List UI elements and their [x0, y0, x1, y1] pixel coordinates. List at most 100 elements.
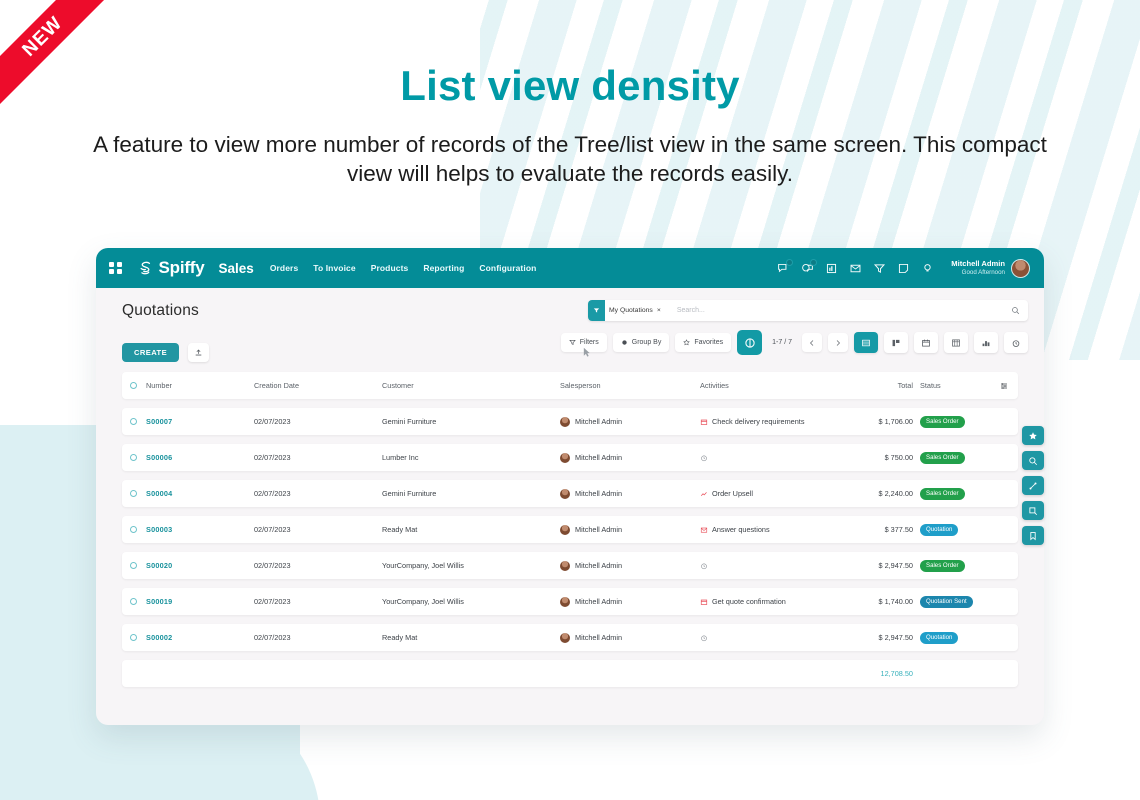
column-settings-icon[interactable]	[992, 382, 1008, 390]
status-badge: Quotation Sent	[920, 595, 973, 608]
column-header-status[interactable]: Status	[920, 381, 941, 390]
status-badge: Quotation	[920, 631, 959, 644]
salesperson-avatar	[560, 416, 570, 427]
menu-item-configuration[interactable]: Configuration	[479, 263, 537, 273]
table-row[interactable]: S00003 02/07/2023 Ready Mat Mitchell Adm…	[122, 516, 1018, 543]
column-header-activities[interactable]: Activities	[700, 381, 729, 390]
salesperson-name: Mitchell Admin	[575, 453, 623, 462]
density-toggle-button[interactable]	[737, 330, 763, 355]
view-list-button[interactable]	[854, 332, 878, 353]
expand-icon[interactable]	[1022, 476, 1044, 495]
row-checkbox[interactable]	[130, 526, 146, 533]
funnel-icon[interactable]	[873, 262, 886, 275]
activity-label: Get quote confirmation	[712, 597, 786, 606]
clock-icon	[701, 563, 707, 569]
cell-date: 02/07/2023	[254, 453, 291, 462]
column-header-creation-date[interactable]: Creation Date	[254, 381, 300, 390]
row-checkbox[interactable]	[130, 634, 146, 641]
view-calendar-button[interactable]	[914, 332, 938, 353]
table-row[interactable]: S00002 02/07/2023 Ready Mat Mitchell Adm…	[122, 624, 1018, 651]
salesperson-name: Mitchell Admin	[575, 525, 623, 534]
cell-date: 02/07/2023	[254, 525, 291, 534]
cell-number[interactable]: S00002	[146, 633, 173, 642]
cell-number[interactable]: S00020	[146, 561, 173, 570]
favorites-button[interactable]: Favorites	[675, 333, 732, 352]
row-checkbox[interactable]	[130, 562, 146, 569]
records-table: Number Creation Date Customer Salesperso…	[96, 362, 1044, 687]
lightbulb-icon[interactable]	[921, 262, 934, 275]
table-row[interactable]: S00020 02/07/2023 YourCompany, Joel Will…	[122, 552, 1018, 579]
brand-logo[interactable]: Spiffy	[136, 258, 205, 278]
row-checkbox[interactable]	[130, 418, 146, 425]
cell-activity[interactable]	[700, 562, 842, 570]
search-icon[interactable]	[1011, 302, 1020, 320]
cell-number[interactable]: S00006	[146, 453, 173, 462]
table-row[interactable]: S00006 02/07/2023 Lumber Inc Mitchell Ad…	[122, 444, 1018, 471]
app-name[interactable]: Sales	[218, 260, 254, 276]
row-checkbox[interactable]	[130, 490, 146, 497]
activity-label: Check delivery requirements	[712, 417, 805, 426]
table-row[interactable]: S00004 02/07/2023 Gemini Furniture Mitch…	[122, 480, 1018, 507]
mail-icon[interactable]	[849, 262, 862, 275]
status-badge: Sales Order	[920, 559, 965, 572]
menu-item-to-invoice[interactable]: To Invoice	[313, 263, 356, 273]
create-button[interactable]: CREATE	[122, 343, 180, 362]
status-badge: Sales Order	[920, 451, 965, 464]
sticky-note-icon[interactable]	[897, 262, 910, 275]
discuss-icon[interactable]	[801, 258, 818, 275]
cell-number[interactable]: S00003	[146, 525, 173, 534]
search-facet[interactable]: My Quotations ×	[588, 300, 667, 321]
facet-remove-icon[interactable]: ×	[656, 307, 661, 314]
select-all-checkbox[interactable]	[130, 382, 146, 389]
cell-activity[interactable]	[700, 454, 842, 462]
page-subtitle: A feature to view more number of records…	[93, 132, 1047, 186]
cell-number[interactable]: S00007	[146, 417, 173, 426]
cell-activity[interactable]: Order Upsell	[700, 489, 842, 498]
view-graph-button[interactable]	[974, 332, 998, 353]
search-bar[interactable]: My Quotations × Search...	[588, 300, 1028, 321]
view-activity-button[interactable]	[1004, 332, 1028, 353]
status-badge: Sales Order	[920, 415, 965, 428]
cell-activity[interactable]: Answer questions	[700, 525, 842, 534]
table-row[interactable]: S00019 02/07/2023 YourCompany, Joel Will…	[122, 588, 1018, 615]
favorites-icon[interactable]	[1022, 426, 1044, 445]
salesperson-avatar	[560, 524, 570, 535]
bookmark-icon[interactable]	[1022, 526, 1044, 545]
column-header-total[interactable]: Total	[897, 381, 913, 390]
cell-customer: YourCompany, Joel Willis	[382, 561, 464, 570]
search-tool-icon[interactable]	[1022, 451, 1044, 470]
group-by-button[interactable]: Group By	[612, 333, 670, 352]
menu-item-reporting[interactable]: Reporting	[423, 263, 465, 273]
zoom-icon[interactable]	[1022, 501, 1044, 520]
grid-apps-icon[interactable]	[109, 261, 122, 275]
cell-total: $ 2,947.50	[878, 633, 914, 642]
bar-chart-icon[interactable]	[825, 262, 838, 275]
column-header-customer[interactable]: Customer	[382, 381, 414, 390]
user-menu[interactable]: Mitchell Admin Good Afternoon	[951, 258, 1030, 278]
view-kanban-button[interactable]	[884, 332, 908, 353]
menu-item-orders[interactable]: Orders	[269, 263, 299, 273]
table-header-row: Number Creation Date Customer Salesperso…	[122, 372, 1018, 399]
cell-activity[interactable]	[700, 634, 842, 642]
cell-number[interactable]: S00004	[146, 489, 173, 498]
table-row[interactable]: S00007 02/07/2023 Gemini Furniture Mitch…	[122, 408, 1018, 435]
cell-activity[interactable]: Check delivery requirements	[700, 417, 842, 426]
pager-next-button[interactable]	[828, 333, 848, 352]
brand-name: Spiffy	[158, 258, 205, 277]
cell-customer: Ready Mat	[382, 633, 418, 642]
column-header-number[interactable]: Number	[146, 381, 172, 390]
column-header-salesperson[interactable]: Salesperson	[560, 381, 601, 390]
messages-icon[interactable]	[777, 258, 794, 275]
upload-icon[interactable]	[188, 343, 210, 362]
row-checkbox[interactable]	[130, 598, 146, 605]
cell-number[interactable]: S00019	[146, 597, 173, 606]
cell-activity[interactable]: Get quote confirmation	[700, 597, 842, 606]
view-pivot-button[interactable]	[944, 332, 968, 353]
discuss-badge	[810, 258, 818, 266]
menu-item-products[interactable]: Products	[370, 263, 409, 273]
row-checkbox[interactable]	[130, 454, 146, 461]
pager-prev-button[interactable]	[802, 333, 822, 352]
search-input[interactable]: Search...	[676, 307, 705, 314]
pager-label: 1-7 / 7	[772, 339, 792, 346]
avatar[interactable]	[1011, 258, 1030, 278]
